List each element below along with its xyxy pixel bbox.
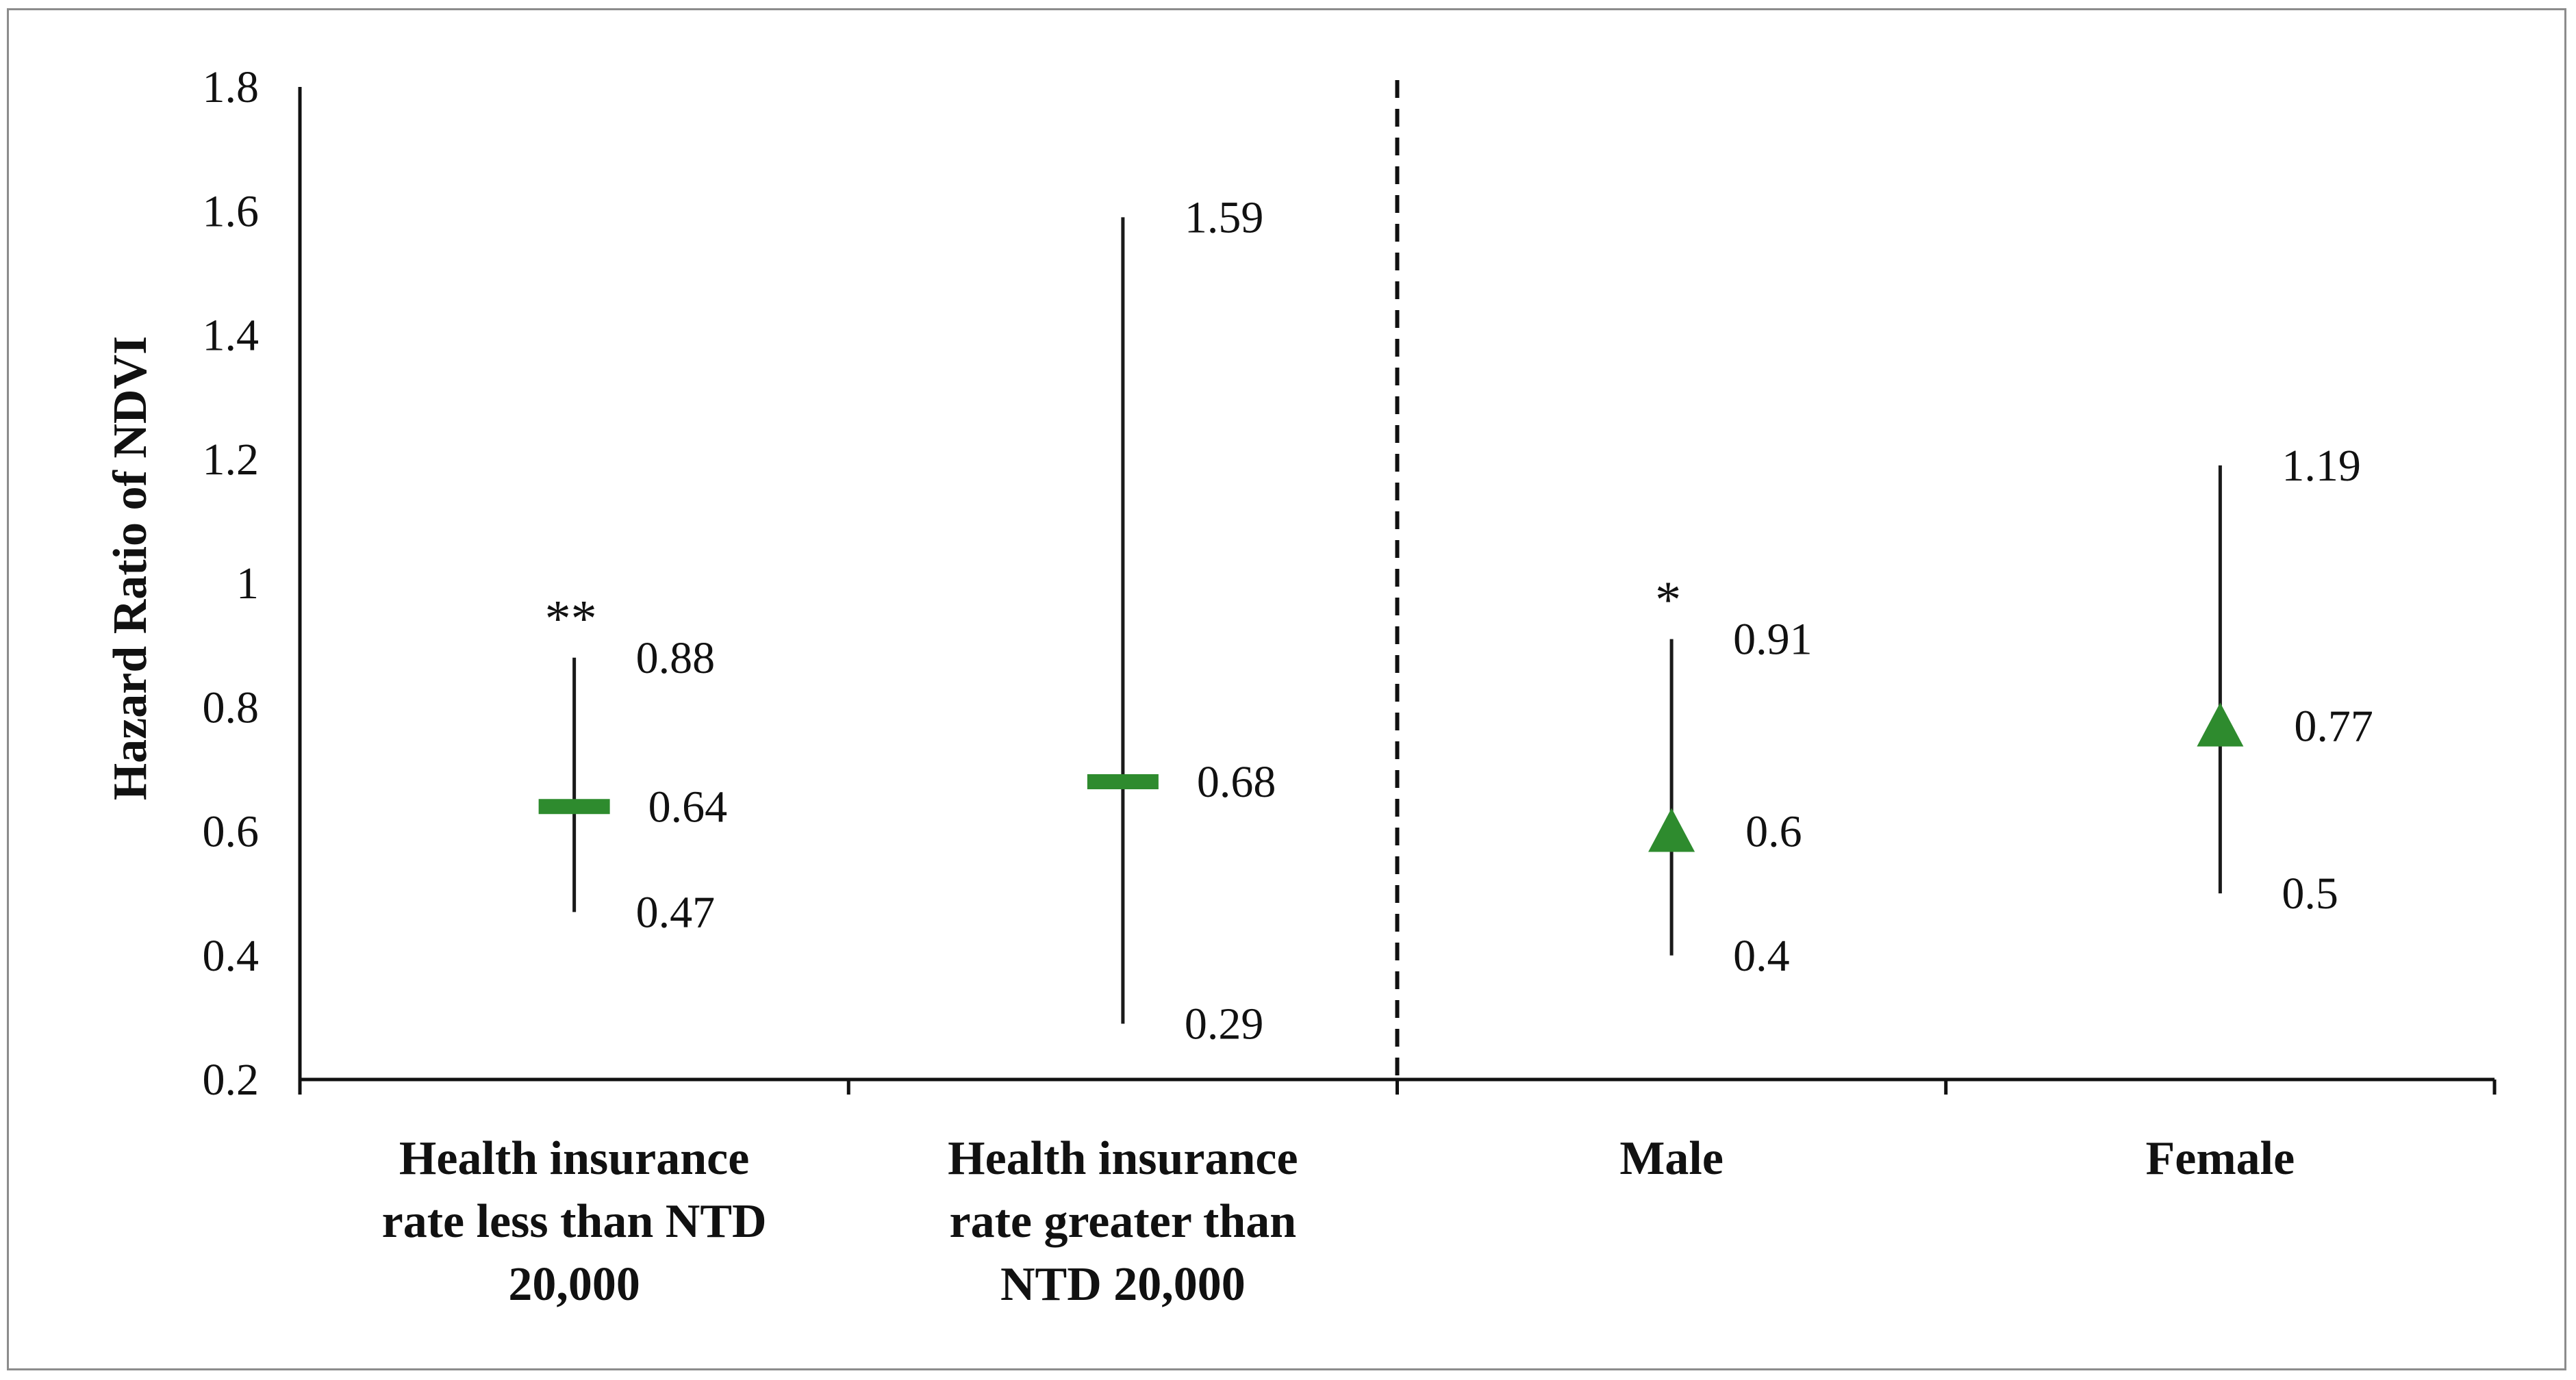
x-category-label: Male: [1619, 1132, 1723, 1185]
y-tick-label: 1.2: [203, 435, 260, 485]
y-tick-label: 0.4: [203, 931, 260, 981]
y-tick-label: 0.8: [203, 682, 260, 732]
upper-ci-label: 0.88: [636, 633, 716, 683]
category-group-4: 1.19 0.77 0.5 Female: [2146, 441, 2373, 1185]
lower-ci-label: 0.29: [1185, 999, 1264, 1049]
chart-frame: 0.2 0.4 0.6 0.8 1 1.2 1.4 1.6 1.8 0.88 0.64 0.47 **…: [7, 8, 2566, 1370]
hazard-ratio-label: 0.77: [2294, 701, 2373, 751]
x-category-label: rate less than NTD: [382, 1195, 767, 1248]
axes: 0.2 0.4 0.6 0.8 1 1.2 1.4 1.6 1.8: [203, 62, 2497, 1105]
category-group-1: 0.88 0.64 0.47 ** Health insurance rate less …: [382, 590, 767, 1311]
y-tick-label: 1.6: [203, 186, 260, 236]
x-category-label: Health insurance: [399, 1132, 749, 1185]
x-category-label: 20,000: [508, 1258, 640, 1311]
y-axis-label: Hazard Ratio of NDVI: [104, 336, 157, 801]
lower-ci-label: 0.4: [1733, 931, 1790, 981]
y-tick-label: 1.4: [203, 311, 260, 361]
upper-ci-label: 0.91: [1733, 615, 1813, 665]
y-tick-label: 1: [236, 559, 259, 609]
significance-marker: *: [1655, 572, 1681, 629]
hazard-ratio-label: 0.68: [1197, 757, 1276, 807]
x-category-label: rate greater than: [950, 1195, 1297, 1248]
hazard-ratio-marker: [1087, 774, 1159, 789]
lower-ci-label: 0.5: [2282, 869, 2338, 919]
x-category-label: NTD 20,000: [1000, 1258, 1246, 1311]
y-tick-label: 0.6: [203, 807, 260, 857]
y-tick-label: 0.2: [203, 1055, 260, 1105]
significance-marker: **: [545, 590, 597, 648]
chart-marks: 0.88 0.64 0.47 ** Health insurance rate less …: [382, 192, 2373, 1311]
hazard-ratio-label: 0.64: [648, 782, 728, 832]
hazard-ratio-marker: [538, 799, 610, 815]
x-category-label: Health insurance: [948, 1132, 1298, 1185]
lower-ci-label: 0.47: [636, 887, 716, 937]
category-group-2: 1.59 0.68 0.29 Health insurance rate greater…: [948, 192, 1298, 1311]
upper-ci-label: 1.19: [2282, 441, 2361, 491]
hazard-ratio-marker: [1648, 808, 1695, 852]
hazard-ratio-chart: 0.20.40.60.811.21.41.61.8 0.880.640.47**…: [104, 62, 2497, 1311]
hazard-ratio-marker: [2197, 702, 2244, 747]
hazard-ratio-label: 0.6: [1745, 807, 1802, 857]
category-group-3: 0.91 0.6 0.4 * Male: [1619, 572, 1812, 1185]
upper-ci-label: 1.59: [1185, 192, 1264, 242]
y-tick-label: 1.8: [203, 62, 260, 112]
x-category-label: Female: [2146, 1132, 2295, 1185]
